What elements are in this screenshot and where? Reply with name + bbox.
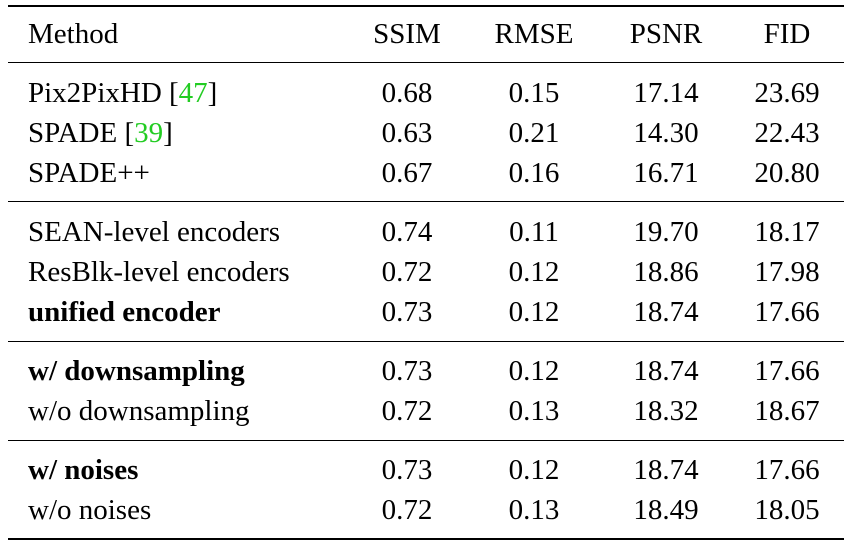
psnr-cell: 16.71 xyxy=(633,157,699,189)
psnr-cell: 18.74 xyxy=(633,355,699,387)
method-name: ResBlk-level encoders xyxy=(28,256,290,288)
ssim-cell: 0.72 xyxy=(381,256,433,288)
rmse-cell: 0.21 xyxy=(508,117,560,149)
method-name: SPADE++ xyxy=(28,157,150,189)
method-cell: SPADE [39] xyxy=(28,113,173,153)
ssim-cell: 0.63 xyxy=(381,117,433,149)
fid-cell: 17.66 xyxy=(754,296,820,328)
ssim-cell: 0.72 xyxy=(381,494,433,526)
table-row: w/o noises 0.72 0.13 18.49 18.05 xyxy=(0,490,852,530)
psnr-cell: 18.74 xyxy=(633,296,699,328)
fid-cell: 17.98 xyxy=(754,256,820,288)
fid-cell: 23.69 xyxy=(754,77,820,109)
rmse-cell: 0.11 xyxy=(509,216,559,248)
psnr-cell: 19.70 xyxy=(633,216,699,248)
rmse-cell: 0.12 xyxy=(508,256,560,288)
citation-bracket: ] xyxy=(163,117,173,149)
table-row: ResBlk-level encoders 0.72 0.12 18.86 17… xyxy=(0,252,852,292)
ssim-cell: 0.73 xyxy=(381,454,433,486)
ssim-cell: 0.68 xyxy=(381,77,433,109)
header-psnr: PSNR xyxy=(629,18,703,50)
header-fid: FID xyxy=(763,18,811,50)
fid-cell: 18.17 xyxy=(754,216,820,248)
citation-link[interactable]: 47 xyxy=(178,77,208,109)
fid-cell: 17.66 xyxy=(754,355,820,387)
rmse-cell: 0.15 xyxy=(508,77,560,109)
fid-cell: 20.80 xyxy=(754,157,820,189)
group-divider-rule xyxy=(8,201,844,202)
table-bottom-rule xyxy=(8,538,844,540)
table-row: w/ noises 0.73 0.12 18.74 17.66 xyxy=(0,450,852,490)
psnr-cell: 17.14 xyxy=(633,77,699,109)
fid-cell: 17.66 xyxy=(754,454,820,486)
rmse-cell: 0.13 xyxy=(508,494,560,526)
table-row: SEAN-level encoders 0.74 0.11 19.70 18.1… xyxy=(0,212,852,252)
table-row: unified encoder 0.73 0.12 18.74 17.66 xyxy=(0,292,852,332)
table-header-row: Method SSIM RMSE PSNR FID xyxy=(0,14,852,54)
table-row: w/o downsampling 0.72 0.13 18.32 18.67 xyxy=(0,391,852,431)
method-cell: Pix2PixHD [47] xyxy=(28,73,217,113)
header-divider-rule xyxy=(8,62,844,63)
psnr-cell: 18.49 xyxy=(633,494,699,526)
header-rmse: RMSE xyxy=(494,18,574,50)
table-row: SPADE [39] 0.63 0.21 14.30 22.43 xyxy=(0,113,852,153)
method-name: Pix2PixHD [ xyxy=(28,77,179,109)
method-name: SEAN-level encoders xyxy=(28,216,281,248)
header-ssim: SSIM xyxy=(373,18,441,50)
method-name: w/o noises xyxy=(28,494,152,526)
table-top-rule xyxy=(8,5,844,7)
rmse-cell: 0.12 xyxy=(508,355,560,387)
fid-cell: 18.67 xyxy=(754,395,820,427)
rmse-cell: 0.12 xyxy=(508,454,560,486)
psnr-cell: 18.32 xyxy=(633,395,699,427)
header-method: Method xyxy=(28,18,119,50)
psnr-cell: 18.74 xyxy=(633,454,699,486)
rmse-cell: 0.16 xyxy=(508,157,560,189)
rmse-cell: 0.13 xyxy=(508,395,560,427)
table-row: Pix2PixHD [47] 0.68 0.15 17.14 23.69 xyxy=(0,73,852,113)
citation-link[interactable]: 39 xyxy=(134,117,164,149)
group-divider-rule xyxy=(8,341,844,342)
ssim-cell: 0.73 xyxy=(381,296,433,328)
method-name: w/ noises xyxy=(28,454,139,486)
ssim-cell: 0.73 xyxy=(381,355,433,387)
citation-bracket: ] xyxy=(207,77,218,109)
table-row: w/ downsampling 0.73 0.12 18.74 17.66 xyxy=(0,351,852,391)
table-row: SPADE++ 0.67 0.16 16.71 20.80 xyxy=(0,153,852,193)
rmse-cell: 0.12 xyxy=(508,296,560,328)
ssim-cell: 0.67 xyxy=(381,157,433,189)
fid-cell: 22.43 xyxy=(754,117,820,149)
fid-cell: 18.05 xyxy=(754,494,820,526)
ssim-cell: 0.72 xyxy=(381,395,433,427)
ssim-cell: 0.74 xyxy=(381,216,433,248)
psnr-cell: 14.30 xyxy=(633,117,699,149)
method-name: w/o downsampling xyxy=(28,395,250,427)
psnr-cell: 18.86 xyxy=(633,256,699,288)
group-divider-rule xyxy=(8,440,844,441)
method-name: unified encoder xyxy=(28,296,221,328)
method-name: SPADE [ xyxy=(28,117,135,149)
method-name: w/ downsampling xyxy=(28,355,245,387)
